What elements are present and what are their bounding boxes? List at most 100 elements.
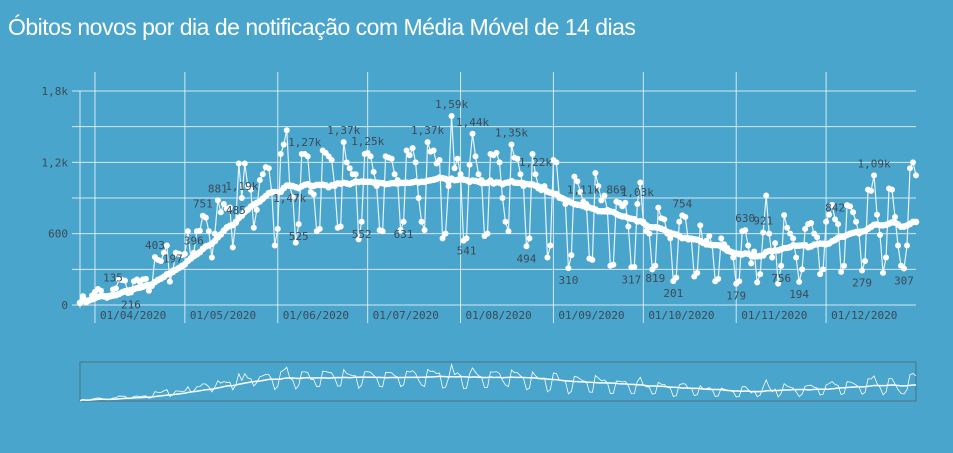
daily-point (271, 242, 278, 249)
daily-point (631, 263, 638, 270)
data-label: 754 (672, 197, 692, 210)
daily-point (436, 156, 443, 163)
daily-point (412, 159, 419, 166)
y-tick-label: 0 (61, 299, 68, 312)
daily-point (874, 211, 881, 218)
daily-point (817, 271, 824, 278)
data-label: 1,27k (288, 136, 321, 149)
daily-point (694, 269, 701, 276)
daily-point (403, 147, 410, 154)
daily-point (859, 267, 866, 274)
daily-point (826, 211, 833, 218)
daily-point (592, 170, 599, 177)
daily-point (343, 159, 350, 166)
daily-point (283, 127, 290, 134)
daily-point (160, 249, 167, 256)
data-label: 194 (789, 288, 809, 301)
daily-point (295, 221, 302, 228)
daily-point (484, 230, 491, 237)
daily-point (280, 141, 287, 148)
daily-point (832, 216, 839, 223)
daily-point (889, 186, 896, 193)
chart-title: Óbitos novos por dia de notificação com … (8, 14, 636, 40)
daily-point (871, 172, 878, 179)
daily-point (547, 242, 554, 249)
daily-point (523, 243, 530, 250)
daily-point (499, 195, 506, 201)
daily-point (439, 235, 446, 242)
daily-point (214, 197, 221, 204)
daily-point (544, 254, 551, 261)
daily-point (763, 192, 770, 199)
navigator-daily-line (79, 362, 917, 401)
daily-point (316, 225, 323, 232)
daily-point (397, 226, 404, 233)
data-label: 1,22k (519, 156, 552, 169)
daily-point (346, 165, 353, 172)
daily-point (571, 173, 578, 180)
daily-point (565, 265, 572, 272)
daily-point (796, 278, 803, 285)
daily-point (163, 242, 170, 249)
daily-point (808, 219, 815, 226)
daily-point (553, 159, 560, 166)
daily-point (883, 254, 890, 261)
data-label: 630 (735, 212, 755, 225)
data-label: 201 (663, 287, 683, 300)
data-label: 403 (145, 239, 165, 252)
data-label: 819 (645, 272, 665, 285)
daily-point (493, 149, 500, 156)
data-label: 1,37k (327, 124, 360, 137)
daily-point (715, 275, 722, 282)
data-label: 881 (208, 182, 228, 195)
daily-point (754, 279, 761, 286)
x-tick-label: 01/09/2020 (558, 309, 624, 322)
daily-point (760, 229, 767, 236)
navigator-average-line (79, 375, 916, 402)
daily-point (340, 139, 347, 146)
daily-point (718, 235, 725, 242)
daily-point (406, 152, 413, 159)
data-label: 1,19k (225, 180, 258, 193)
daily-point (250, 224, 257, 231)
daily-point (448, 112, 455, 119)
daily-point (646, 230, 653, 237)
daily-point (202, 214, 209, 221)
daily-point (610, 261, 617, 268)
daily-point (379, 228, 386, 235)
daily-point (766, 230, 773, 237)
x-tick-label: 01/10/2020 (648, 309, 714, 322)
daily-point (157, 258, 164, 265)
daily-point (790, 235, 797, 242)
daily-point (676, 218, 683, 225)
daily-point (277, 151, 284, 158)
data-label: 552 (352, 228, 372, 241)
daily-point (475, 171, 482, 178)
daily-point (529, 151, 536, 158)
daily-point (367, 153, 374, 160)
daily-point (514, 155, 521, 162)
data-label: 197 (163, 253, 183, 266)
daily-point (601, 192, 608, 199)
daily-point (196, 227, 203, 234)
daily-point (142, 275, 149, 282)
daily-point (205, 228, 212, 235)
daily-point (778, 262, 785, 269)
navigator-brush[interactable] (79, 361, 917, 402)
daily-point (769, 254, 776, 261)
daily-point (877, 231, 884, 238)
daily-point (913, 172, 919, 179)
daily-point (391, 171, 398, 178)
daily-point (577, 189, 584, 196)
daily-point (265, 165, 272, 172)
daily-point (904, 242, 911, 249)
data-label: 1,03k (621, 186, 654, 199)
daily-point (310, 191, 317, 198)
data-label: 317 (621, 273, 641, 286)
x-tick-label: 01/12/2020 (831, 309, 897, 322)
data-label: 869 (606, 184, 626, 197)
daily-point (667, 235, 674, 242)
daily-point (466, 161, 473, 168)
daily-point (673, 274, 680, 281)
data-label: 751 (193, 198, 213, 211)
